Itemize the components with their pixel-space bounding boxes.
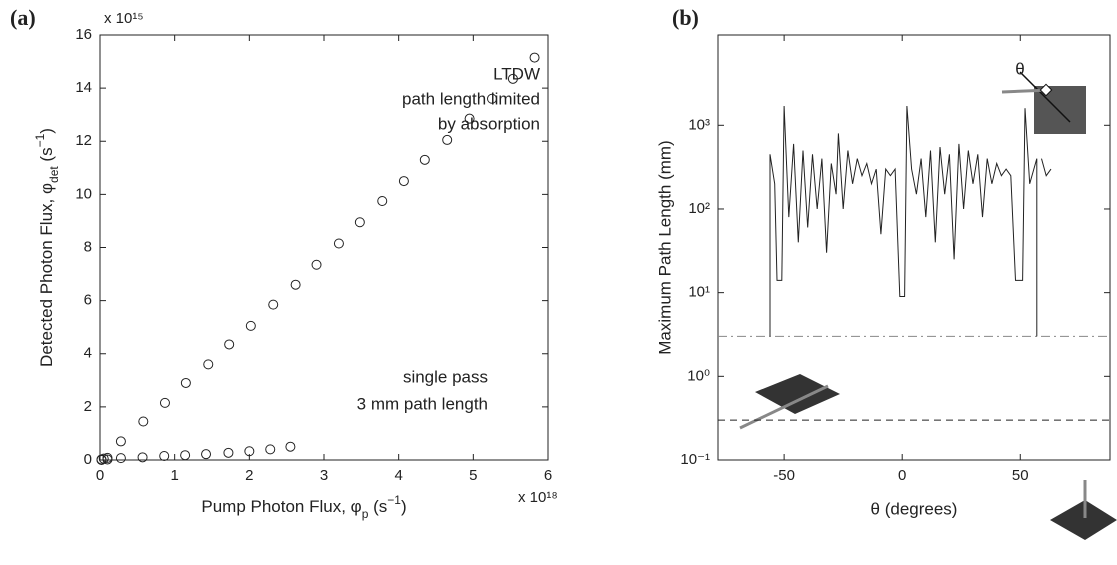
marker bbox=[311, 259, 322, 270]
label-part: (s bbox=[37, 147, 56, 166]
marker bbox=[419, 154, 430, 165]
marker bbox=[507, 73, 518, 84]
y-tick-label: 10 bbox=[75, 185, 92, 202]
x-tick-label: 0 bbox=[898, 467, 906, 484]
y-tick-label: 10⁰ bbox=[687, 367, 710, 384]
marker bbox=[203, 359, 214, 370]
marker bbox=[529, 52, 540, 63]
marker bbox=[268, 299, 279, 310]
data-line bbox=[769, 105, 1052, 337]
label-part: ) bbox=[37, 128, 56, 134]
annotation: LTDW bbox=[493, 64, 540, 83]
y-tick-label: 0 bbox=[84, 451, 92, 468]
x-axis-label: θ (degrees) bbox=[871, 499, 958, 518]
marker bbox=[464, 113, 475, 124]
label-part: ) bbox=[401, 497, 407, 516]
marker bbox=[223, 447, 234, 458]
label-part: −1 bbox=[33, 133, 47, 147]
marker bbox=[377, 196, 388, 207]
annotation: by absorption bbox=[438, 114, 540, 133]
plot-frame bbox=[717, 34, 1111, 461]
y-multiplier: x 10¹⁵ bbox=[104, 10, 144, 27]
marker bbox=[102, 454, 113, 465]
marker bbox=[180, 450, 191, 461]
x-tick-label: 1 bbox=[170, 467, 178, 484]
marker bbox=[354, 217, 365, 228]
marker bbox=[398, 176, 409, 187]
y-axis-label: Maximum Path Length (mm) bbox=[655, 140, 674, 354]
x-tick-label: 0 bbox=[96, 467, 104, 484]
marker bbox=[159, 451, 170, 462]
icon-bottom bbox=[1050, 480, 1117, 540]
marker bbox=[265, 444, 276, 455]
marker bbox=[137, 452, 148, 463]
marker bbox=[159, 397, 170, 408]
label-part: det bbox=[47, 166, 61, 183]
marker bbox=[487, 93, 497, 104]
marker bbox=[96, 455, 107, 465]
marker bbox=[98, 453, 109, 464]
label-part: p bbox=[362, 507, 369, 521]
marker bbox=[333, 238, 344, 249]
axis-label: Detected Photon Flux, φdet (s−1) bbox=[33, 128, 61, 367]
marker bbox=[115, 453, 126, 464]
label-part: Pump Photon Flux, φ bbox=[201, 497, 361, 516]
marker bbox=[442, 134, 453, 145]
marker bbox=[285, 441, 296, 452]
y-tick-label: 10² bbox=[688, 200, 710, 217]
x-tick-label: 4 bbox=[394, 467, 402, 484]
annotation: 3 mm path length bbox=[357, 394, 488, 413]
panel-label: (b) bbox=[672, 5, 699, 30]
marker bbox=[290, 279, 301, 290]
marker bbox=[245, 320, 256, 331]
y-tick-label: 8 bbox=[84, 238, 92, 255]
x-tick-label: 6 bbox=[544, 467, 552, 484]
annotation: single pass bbox=[403, 367, 488, 386]
marker bbox=[201, 449, 212, 460]
y-tick-label: 12 bbox=[75, 132, 92, 149]
y-tick-label: 10⁻¹ bbox=[680, 451, 710, 468]
icon-left bbox=[739, 374, 840, 430]
x-tick-label: 50 bbox=[1012, 467, 1029, 484]
panel-label: (a) bbox=[10, 5, 36, 30]
x-tick-label: 2 bbox=[245, 467, 253, 484]
label-part: (s bbox=[368, 497, 387, 516]
icon-top bbox=[1001, 71, 1086, 134]
y-tick-label: 10¹ bbox=[688, 284, 710, 301]
x-tick-label: -50 bbox=[773, 467, 795, 484]
y-tick-label: 6 bbox=[84, 292, 92, 309]
x-multiplier: x 10¹⁸ bbox=[518, 489, 558, 506]
marker bbox=[224, 339, 235, 350]
annotation: path length limited bbox=[402, 89, 540, 108]
label-part: −1 bbox=[387, 493, 401, 507]
y-tick-label: 4 bbox=[84, 345, 92, 362]
marker bbox=[115, 436, 126, 447]
marker bbox=[180, 377, 191, 388]
x-tick-label: 5 bbox=[469, 467, 477, 484]
y-tick-label: 14 bbox=[75, 79, 92, 96]
x-tick-label: 3 bbox=[320, 467, 328, 484]
y-tick-label: 2 bbox=[84, 398, 92, 415]
label-part: Detected Photon Flux, φ bbox=[37, 183, 56, 367]
marker bbox=[244, 446, 255, 457]
y-tick-label: 16 bbox=[75, 26, 92, 43]
annotation: θ bbox=[1015, 59, 1024, 78]
axis-label: Pump Photon Flux, φp (s−1) bbox=[201, 493, 406, 521]
marker bbox=[138, 416, 149, 427]
y-tick-label: 10³ bbox=[688, 116, 710, 133]
